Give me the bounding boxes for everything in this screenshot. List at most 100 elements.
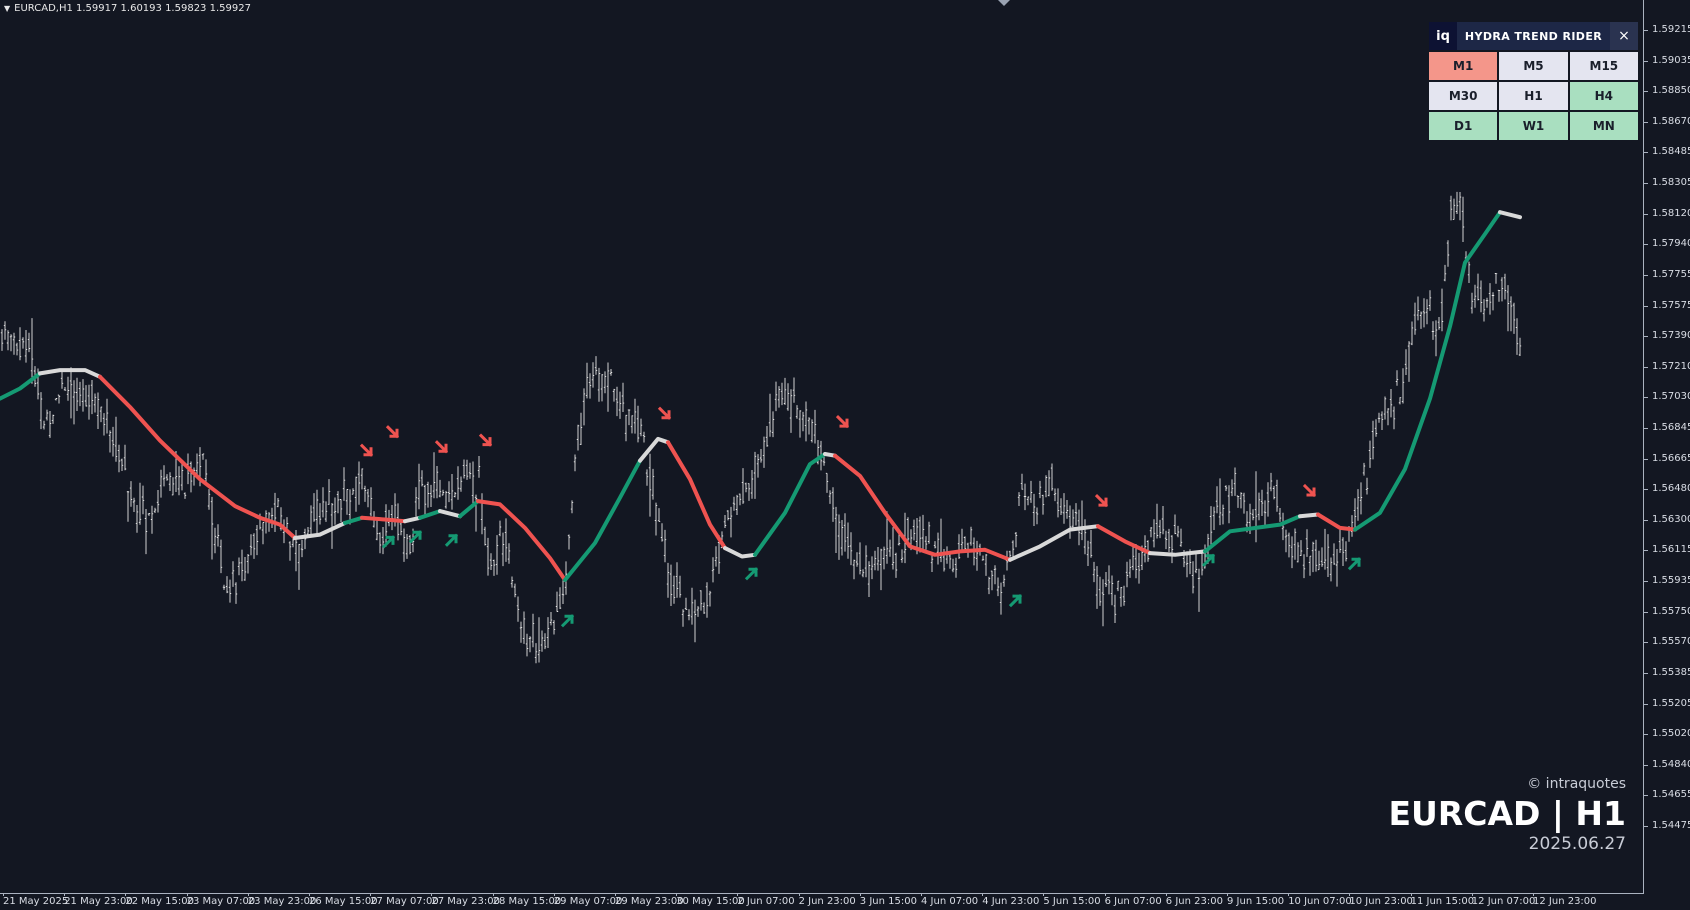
price-tick: 1.55570 <box>1643 636 1690 647</box>
price-bar <box>1092 561 1096 583</box>
price-bar <box>882 546 886 570</box>
price-bar <box>1074 503 1078 526</box>
price-bar <box>1413 302 1417 335</box>
timeframe-m5[interactable]: M5 <box>1499 52 1568 80</box>
trend-segment-bullish <box>1203 514 1302 554</box>
price-bar <box>345 489 349 515</box>
price-bar <box>246 554 250 574</box>
price-bar <box>1050 463 1054 491</box>
price-bar <box>171 477 175 496</box>
buy-arrow-icon <box>744 567 759 581</box>
price-bar <box>1332 543 1336 565</box>
price-bar <box>537 617 541 663</box>
trend-segment-bearish <box>98 374 297 540</box>
price-bar <box>612 388 616 402</box>
price-bar <box>15 342 19 356</box>
price-bar <box>1026 496 1030 506</box>
price-bar <box>618 391 622 419</box>
price-bar <box>579 412 583 445</box>
timeframe-m30[interactable]: M30 <box>1429 82 1498 110</box>
price-bar <box>1401 368 1405 404</box>
price-bar <box>1320 547 1324 567</box>
price-bar <box>873 550 877 571</box>
price-bar <box>1269 472 1273 492</box>
timeframe-w1[interactable]: W1 <box>1499 112 1568 140</box>
price-bar <box>270 507 274 528</box>
time-tick: 12 Jun 07:00 <box>1471 893 1536 907</box>
price-bar <box>81 379 85 412</box>
price-bar <box>801 411 805 432</box>
price-bar <box>1101 579 1105 627</box>
price-bar <box>405 534 409 559</box>
price-bar <box>45 409 49 421</box>
panel-close-button[interactable]: × <box>1610 22 1638 50</box>
price-bar <box>780 382 784 406</box>
timeframe-m1[interactable]: M1 <box>1429 52 1498 80</box>
timeframe-h4[interactable]: H4 <box>1569 82 1638 110</box>
price-bar <box>1062 493 1066 524</box>
price-bar <box>303 528 307 550</box>
price-bar <box>324 501 328 522</box>
price-bar <box>1431 321 1435 340</box>
price-bar <box>483 526 487 546</box>
timeframe-mn[interactable]: MN <box>1569 112 1638 140</box>
price-bar <box>573 454 577 472</box>
trend-segment-neutral <box>1148 549 1207 557</box>
price-bar <box>663 529 667 563</box>
collapse-triangle-icon[interactable]: ▼ <box>4 4 11 13</box>
price-bar <box>870 556 874 580</box>
price-bar <box>1362 462 1366 476</box>
timeframe-m15[interactable]: M15 <box>1569 52 1638 80</box>
price-bar <box>774 381 778 412</box>
timeframe-d1[interactable]: D1 <box>1429 112 1498 140</box>
price-bar <box>861 569 865 578</box>
price-tick: 1.59215 <box>1643 24 1690 35</box>
price-bar <box>585 362 589 399</box>
price-bar <box>0 329 4 351</box>
time-tick: 27 May 23:00 <box>431 893 500 907</box>
buy-arrow-icon <box>444 533 459 547</box>
price-bar <box>1194 553 1198 574</box>
price-bar <box>1341 537 1345 566</box>
price-bar <box>1374 419 1378 437</box>
price-bar <box>867 561 871 597</box>
time-tick: 26 May 15:00 <box>309 893 378 907</box>
price-bar <box>549 612 553 626</box>
price-bar <box>480 493 484 535</box>
time-tick: 5 Jun 15:00 <box>1043 893 1101 907</box>
timeframe-grid: M1 M5 M15 M30 H1 H4 D1 W1 MN <box>1429 52 1638 140</box>
price-bar <box>582 388 586 426</box>
price-bar <box>447 481 451 503</box>
price-bar <box>1386 408 1390 426</box>
price-tick: 1.58120 <box>1643 208 1690 219</box>
price-bar <box>546 617 550 648</box>
price-tick: 1.56300 <box>1643 514 1690 525</box>
price-bar <box>879 548 883 591</box>
timeframe-h1[interactable]: H1 <box>1499 82 1568 110</box>
price-bar <box>99 406 103 423</box>
price-bar <box>843 513 847 552</box>
price-bar <box>753 451 757 499</box>
chart-shift-marker[interactable] <box>998 0 1010 6</box>
sell-arrow-icon <box>835 414 850 429</box>
price-bar <box>960 528 964 553</box>
price-bar <box>1428 290 1432 311</box>
price-bar <box>1461 196 1465 242</box>
chart-area[interactable]: ▼ EURCAD,H1 1.59917 1.60193 1.59823 1.59… <box>0 0 1644 894</box>
price-bar <box>1128 559 1132 578</box>
price-bar <box>528 636 532 653</box>
price-bar <box>309 505 313 536</box>
price-bar <box>696 606 700 617</box>
price-bar <box>39 392 43 430</box>
price-bar <box>423 484 427 516</box>
panel-header[interactable]: iq HYDRA TREND RIDER × <box>1429 22 1638 50</box>
price-bar <box>1470 292 1474 314</box>
price-bar <box>234 582 238 604</box>
price-bar <box>1455 191 1459 214</box>
price-bar <box>894 552 898 578</box>
price-bar <box>1260 489 1264 516</box>
price-bar <box>807 417 811 435</box>
price-bar <box>456 466 460 500</box>
price-bar <box>240 549 244 582</box>
price-bar <box>1515 318 1519 355</box>
